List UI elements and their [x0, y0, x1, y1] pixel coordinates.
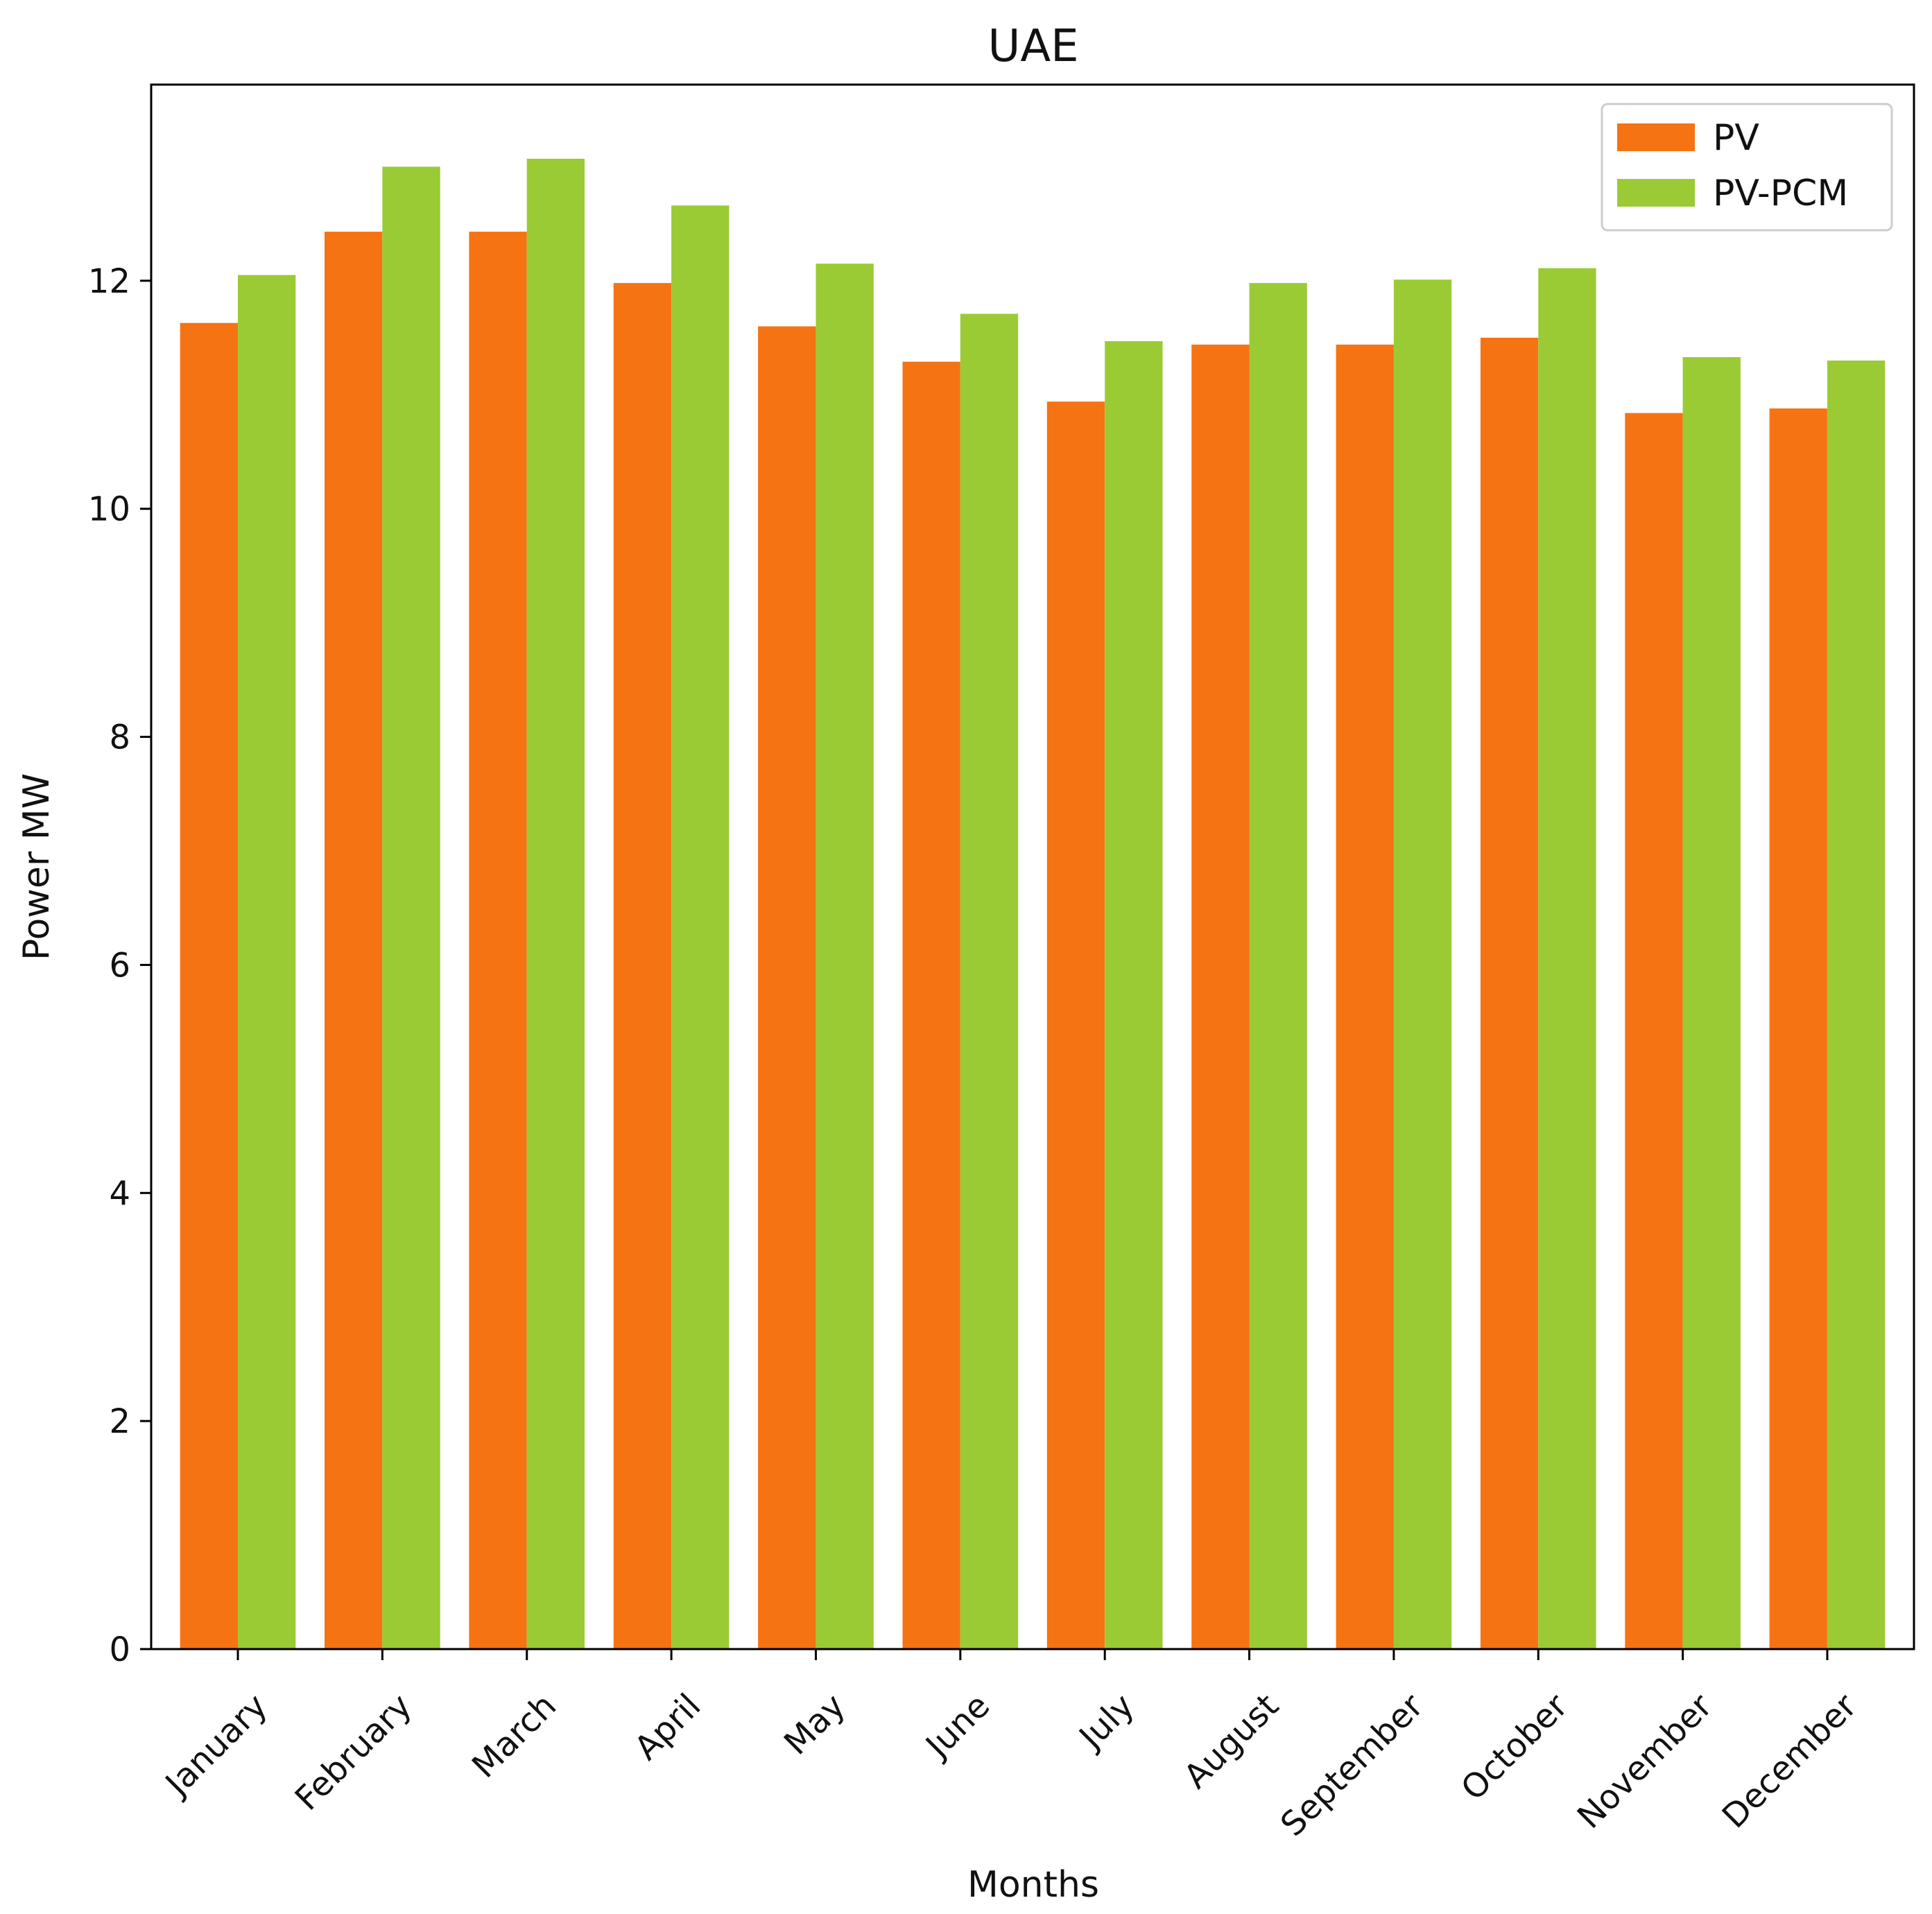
bar-pv-october	[1480, 338, 1539, 1649]
y-tick-label: 2	[109, 1402, 130, 1441]
bar-pv-pcm-march	[526, 158, 585, 1650]
plot-frame	[150, 83, 1915, 1650]
y-tick-label: 8	[109, 718, 130, 757]
bar-pv-pcm-june	[960, 313, 1019, 1649]
legend-label-pv: PV	[1713, 117, 1759, 159]
bar-pv-january	[180, 322, 238, 1650]
bar-pv-pcm-september	[1393, 279, 1452, 1650]
bar-pv-pcm-february	[382, 166, 440, 1650]
bar-pv-september	[1336, 344, 1394, 1649]
legend-label-pv-pcm: PV-PCM	[1713, 173, 1848, 214]
y-tick-label: 6	[109, 946, 130, 985]
x-axis-label: Months	[967, 1864, 1099, 1906]
y-tick-label: 10	[88, 490, 130, 529]
chart-title: UAE	[987, 21, 1078, 72]
legend: PV PV-PCM	[1601, 103, 1893, 232]
bar-pv-pcm-may	[816, 264, 874, 1650]
bar-pv-may	[758, 326, 816, 1650]
bar-pv-pcm-november	[1682, 357, 1741, 1649]
legend-swatch-pv	[1617, 123, 1695, 151]
legend-swatch-pv-pcm	[1617, 179, 1695, 207]
bar-pv-july	[1046, 402, 1105, 1649]
bar-pv-pcm-december	[1827, 360, 1886, 1649]
bar-pv-pcm-october	[1538, 268, 1596, 1650]
y-tick-label: 4	[109, 1174, 130, 1213]
bar-pv-august	[1191, 344, 1250, 1649]
bar-pv-june	[902, 361, 960, 1649]
y-tick-label: 12	[88, 262, 130, 301]
bars-layer	[180, 158, 1886, 1650]
y-axis-label: Power MW	[16, 773, 58, 960]
y-axis: 0 2 4 6 8 10 12	[88, 262, 151, 1669]
bar-pv-march	[469, 232, 527, 1650]
y-tick-label: 0	[109, 1630, 130, 1669]
bar-pv-december	[1769, 408, 1827, 1649]
bar-pv-pcm-august	[1249, 283, 1307, 1650]
bar-pv-pcm-april	[671, 205, 730, 1649]
bar-pv-april	[613, 283, 672, 1650]
bar-pv-pcm-january	[238, 275, 296, 1650]
bar-pv-pcm-july	[1105, 341, 1163, 1649]
bar-pv-november	[1625, 413, 1683, 1649]
bar-pv-february	[325, 232, 383, 1650]
